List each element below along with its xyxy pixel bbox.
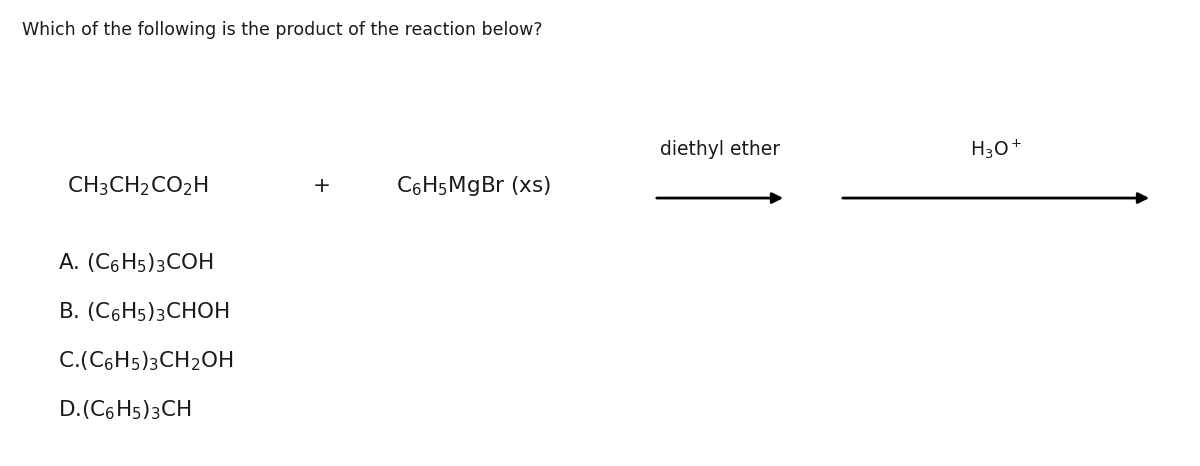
Text: +: +: [312, 177, 331, 196]
Text: CH$_3$CH$_2$CO$_2$H: CH$_3$CH$_2$CO$_2$H: [67, 175, 209, 198]
Text: D.(C$_6$H$_5$)$_3$CH: D.(C$_6$H$_5$)$_3$CH: [58, 398, 191, 422]
Text: Which of the following is the product of the reaction below?: Which of the following is the product of…: [22, 21, 542, 39]
Text: C.(C$_6$H$_5$)$_3$CH$_2$OH: C.(C$_6$H$_5$)$_3$CH$_2$OH: [58, 350, 233, 373]
Text: B. (C$_6$H$_5$)$_3$CHOH: B. (C$_6$H$_5$)$_3$CHOH: [58, 301, 229, 324]
Text: diethyl ether: diethyl ether: [660, 140, 780, 158]
Text: A. (C$_6$H$_5$)$_3$COH: A. (C$_6$H$_5$)$_3$COH: [58, 252, 214, 275]
Text: C$_6$H$_5$MgBr (xs): C$_6$H$_5$MgBr (xs): [396, 174, 552, 199]
Text: H$_3$O$^+$: H$_3$O$^+$: [970, 137, 1022, 161]
